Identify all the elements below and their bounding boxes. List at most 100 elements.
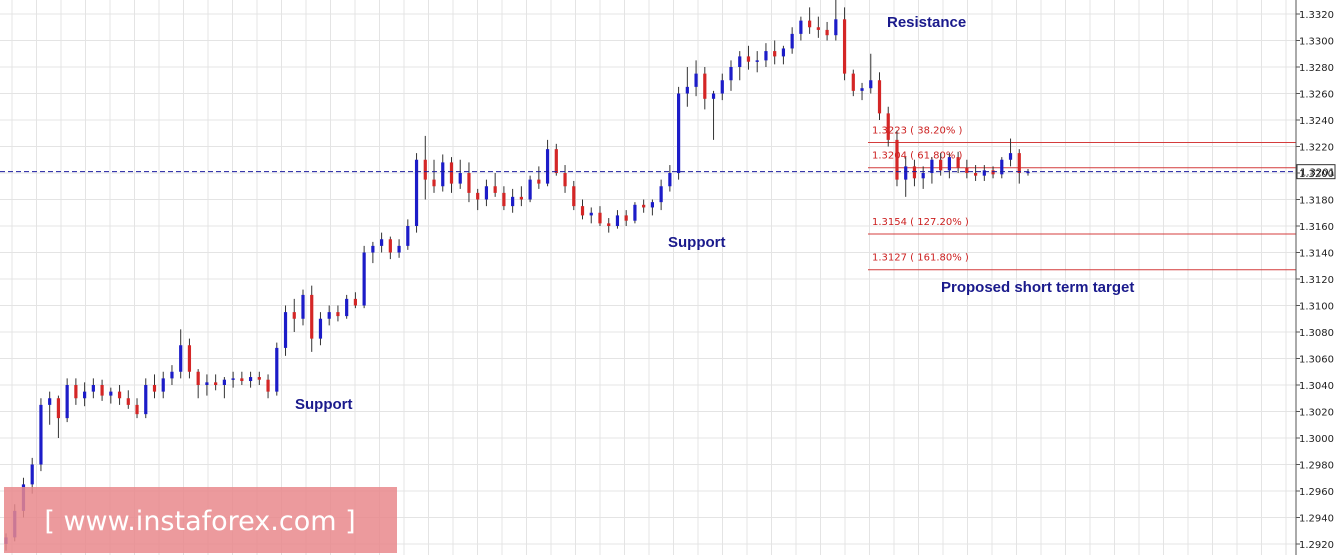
y-tick-label: 1.3320: [1299, 10, 1334, 21]
candle-body: [537, 179, 541, 184]
annotations: Resistance Support Support Proposed short t…: [295, 14, 1134, 413]
candle-body: [912, 166, 917, 179]
candle-body: [694, 73, 698, 87]
candle-body: [746, 56, 751, 62]
candle-body: [449, 162, 454, 184]
candle: [912, 159, 917, 187]
candle-body: [939, 159, 943, 171]
candle: [414, 153, 419, 233]
candle-body: [607, 223, 611, 226]
candle-body: [572, 186, 576, 207]
candle: [921, 166, 925, 189]
candle: [904, 157, 908, 197]
candle: [895, 130, 899, 187]
candle-body: [240, 378, 244, 382]
candle-body: [624, 215, 628, 221]
candle: [109, 387, 113, 404]
candle-body: [214, 382, 218, 385]
candle-body: [30, 464, 34, 485]
y-tick-label: 1.3100: [1299, 302, 1334, 313]
candle-body: [921, 173, 925, 179]
candle-body: [676, 93, 681, 173]
candle: [773, 40, 777, 65]
candle-body: [982, 170, 986, 176]
fib-level-label: 1.3154 ( 127.20% ): [872, 217, 969, 228]
candle: [755, 51, 759, 73]
candle-body: [196, 371, 200, 385]
y-tick-label: 1.2940: [1299, 514, 1334, 525]
candle-body: [685, 86, 689, 94]
candle-body: [528, 179, 532, 200]
candle: [161, 371, 165, 399]
candle-body: [257, 377, 261, 380]
candle: [117, 385, 122, 405]
candle: [476, 188, 480, 211]
candle: [729, 60, 733, 91]
fib-level-label: 1.3223 ( 38.20% ): [872, 126, 963, 137]
candle: [222, 377, 226, 399]
candle-body: [589, 212, 593, 216]
candle: [406, 219, 410, 250]
candle-body: [327, 312, 331, 319]
candle: [336, 305, 340, 322]
candle: [589, 207, 593, 224]
candle: [39, 398, 43, 472]
candle-body: [659, 186, 663, 203]
candle-body: [956, 157, 960, 168]
candle: [738, 51, 742, 81]
candle: [720, 73, 724, 101]
vertical-grid: [11, 0, 1287, 555]
candle: [187, 338, 192, 379]
candle: [388, 236, 392, 260]
y-tick-label: 1.3140: [1299, 249, 1334, 260]
candle-body: [310, 294, 314, 339]
candle: [973, 165, 978, 181]
candle-body: [781, 48, 786, 57]
candle: [248, 371, 253, 388]
y-tick-label: 1.3080: [1299, 328, 1334, 339]
candle-body: [598, 212, 602, 224]
candle-body: [83, 391, 87, 399]
candle-body: [266, 379, 270, 392]
candle-body: [1026, 171, 1030, 174]
candle-body: [729, 67, 733, 81]
candle: [91, 378, 95, 399]
candle: [83, 382, 87, 407]
annotation-support-left: Support: [295, 396, 353, 413]
candle: [231, 371, 235, 388]
price-axis: 1.3320 1.3300 1.3280 1.3260 1.3240 1.3220 1.32…: [1296, 10, 1334, 551]
candle: [808, 7, 812, 34]
candle: [711, 90, 716, 140]
candle: [877, 72, 882, 120]
candle: [467, 162, 471, 203]
candle-body: [738, 56, 742, 67]
y-tick-label: 1.3300: [1299, 37, 1334, 48]
candle-body: [755, 60, 759, 62]
candle: [135, 398, 139, 419]
y-tick-label: 1.3000: [1299, 434, 1334, 445]
candle-body: [825, 29, 829, 36]
watermark: [ www.instaforex.com ]: [4, 487, 397, 553]
candle-body: [904, 166, 908, 180]
candle: [458, 159, 462, 189]
candlestick-series: [4, 0, 1030, 551]
candle-body: [799, 20, 803, 34]
candle-body: [458, 173, 462, 184]
candle-body: [947, 157, 951, 171]
candle-body: [773, 51, 777, 57]
candle: [633, 202, 637, 224]
y-tick-label: 1.3280: [1299, 63, 1334, 74]
candle-body: [869, 80, 873, 89]
candle-body: [930, 159, 934, 173]
candle-body: [1000, 159, 1004, 175]
fib-level-label: 1.3127 ( 161.80% ): [872, 253, 969, 264]
candle-body: [170, 371, 174, 379]
candle: [511, 188, 515, 213]
candle: [310, 285, 314, 352]
candle-body: [580, 206, 585, 216]
candle-body: [991, 170, 995, 175]
y-tick-label: 1.2920: [1299, 540, 1334, 551]
candle-body: [117, 391, 122, 399]
candle-body: [423, 159, 427, 180]
candle-body: [432, 179, 436, 187]
